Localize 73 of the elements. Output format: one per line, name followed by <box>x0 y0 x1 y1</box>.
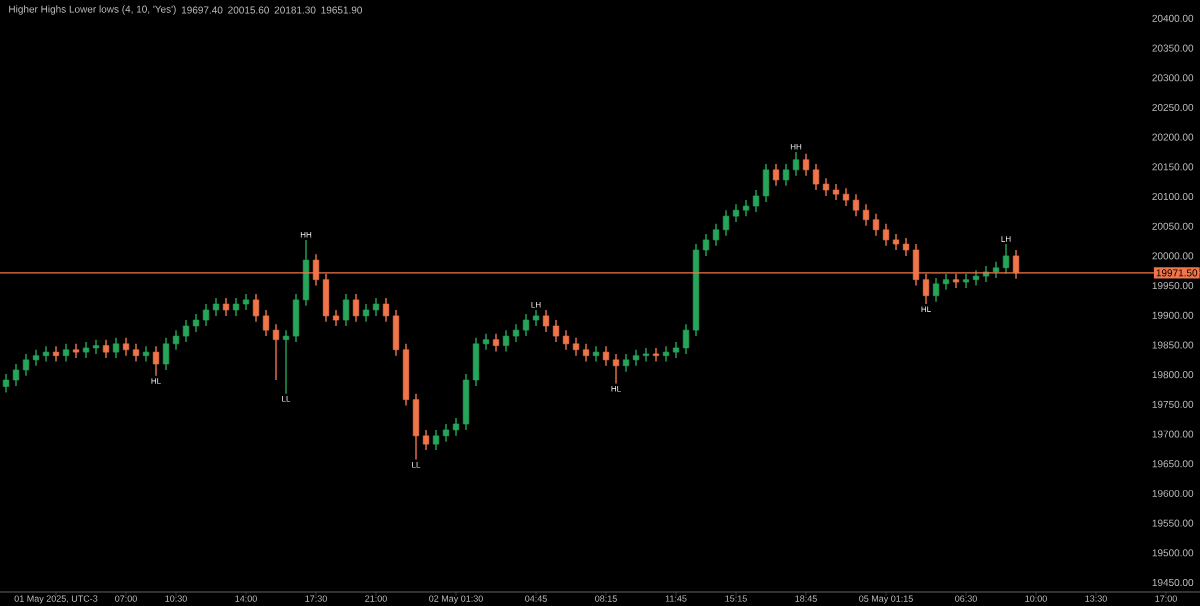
candlestick <box>712 223 720 247</box>
candlestick <box>752 189 760 213</box>
candlestick <box>562 329 570 351</box>
candlestick <box>12 363 20 387</box>
candlestick <box>612 353 620 385</box>
candlestick <box>962 273 970 289</box>
candlestick <box>502 329 510 353</box>
candlestick <box>42 345 50 363</box>
candlestick <box>702 233 710 257</box>
candlestick <box>602 345 610 367</box>
candlestick <box>722 209 730 237</box>
candlestick <box>262 309 270 337</box>
candlestick <box>532 309 540 327</box>
candlestick <box>882 223 890 247</box>
candlestick <box>272 323 280 381</box>
candlestick <box>352 293 360 323</box>
candlestick <box>832 183 840 201</box>
candlestick <box>472 337 480 387</box>
candlestick <box>872 213 880 237</box>
candlestick <box>652 347 660 363</box>
candlestick <box>112 337 120 359</box>
candlestick <box>342 293 350 327</box>
candlestick <box>302 239 310 307</box>
candlestick <box>462 373 470 431</box>
candlestick <box>972 269 980 287</box>
candlestick <box>642 347 650 363</box>
candlestick <box>892 233 900 251</box>
candlestick <box>772 163 780 187</box>
candlestick <box>672 341 680 359</box>
candlestick <box>792 151 800 177</box>
candlestick <box>92 338 100 355</box>
candlestick <box>942 273 950 291</box>
candlestick <box>172 329 180 351</box>
candlestick <box>782 163 790 187</box>
candlestick <box>252 293 260 323</box>
candlestick <box>682 323 690 355</box>
candlestick <box>152 345 160 377</box>
candlestick <box>392 309 400 357</box>
candlestick <box>1002 243 1010 275</box>
candlestick <box>802 153 810 177</box>
candlestick <box>282 329 290 395</box>
candlestick <box>412 392 420 461</box>
candlestick <box>632 349 640 367</box>
candlestick <box>102 338 110 359</box>
candlestick <box>522 313 530 337</box>
candlestick <box>662 345 670 363</box>
candlestick <box>182 319 190 343</box>
candlestick <box>992 261 1000 279</box>
candlestick <box>22 353 30 377</box>
candlestick <box>382 297 390 323</box>
candlestick <box>812 163 820 191</box>
candlestick <box>202 303 210 327</box>
candlestick <box>542 309 550 333</box>
candlestick <box>482 333 490 351</box>
candlestick <box>852 193 860 217</box>
candlestick <box>32 349 40 367</box>
candlestick <box>862 203 870 227</box>
candlestick <box>552 319 560 343</box>
candlestick <box>52 345 60 363</box>
candlestick <box>142 345 150 363</box>
candlestick <box>432 429 440 451</box>
candlestick <box>162 337 170 371</box>
candlestick <box>592 345 600 363</box>
candlestick <box>422 429 430 451</box>
candlestick <box>932 277 940 303</box>
candlestick <box>2 373 10 394</box>
candlestick <box>742 199 750 217</box>
candlestick <box>72 343 80 359</box>
candlestick <box>292 293 300 343</box>
candlestick <box>242 293 250 311</box>
candlestick <box>82 341 90 359</box>
candlestick <box>332 309 340 327</box>
candlestick <box>762 163 770 203</box>
